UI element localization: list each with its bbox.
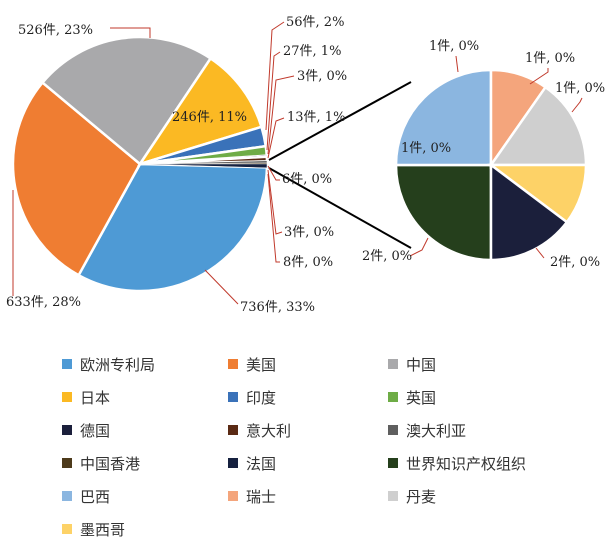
data-label-1: 633件, 28% xyxy=(6,295,81,310)
data-labels: 736件, 33% 633件, 28% 526件, 23% 246件, 11% 56件,… xyxy=(6,15,605,315)
data-label-9: 3件, 0% xyxy=(284,225,334,240)
data-label-7: 13件, 1% xyxy=(287,110,345,125)
secondary-slice-3 xyxy=(488,85,588,167)
main-slice-1 xyxy=(11,80,142,277)
secondary-leader-line-0 xyxy=(409,237,429,257)
data-label-10: 8件, 0% xyxy=(283,255,333,270)
secondary-slice-0 xyxy=(394,163,493,262)
data-label-2: 526件, 23% xyxy=(18,23,93,38)
pie-connector-lines xyxy=(268,81,412,249)
leader-line-4 xyxy=(265,21,285,131)
secondary-slice-1 xyxy=(394,68,493,167)
connector-lower xyxy=(268,167,412,249)
secondary-data-label-0: 2件, 0% xyxy=(362,249,412,264)
data-label-0: 736件, 33% xyxy=(240,300,315,315)
leader-line-5 xyxy=(266,51,281,151)
leader-line-6 xyxy=(267,75,295,155)
leader-line-2 xyxy=(110,27,151,38)
secondary-leader-line-2 xyxy=(455,55,459,73)
data-label-8: 6件, 0% xyxy=(282,172,332,187)
secondary-leader-line-4 xyxy=(571,97,583,113)
secondary-leader-line-3 xyxy=(529,68,549,85)
data-label-5: 27件, 1% xyxy=(283,44,341,59)
secondary-data-label-2: 1件, 0% xyxy=(429,39,479,54)
main-pie xyxy=(11,35,269,293)
main-slice-2 xyxy=(40,35,213,166)
leader-line-10 xyxy=(267,173,280,263)
secondary-data-label-1: 1件, 0% xyxy=(401,141,451,156)
main-slice-0 xyxy=(76,162,269,293)
main-slice-10 xyxy=(139,163,268,169)
leader-line-7 xyxy=(267,117,285,159)
leader-line-0 xyxy=(204,269,239,305)
secondary-leader-line-5 xyxy=(535,247,545,259)
leader-line-9 xyxy=(267,169,283,235)
connector-upper xyxy=(268,81,412,161)
main-slice-3 xyxy=(137,56,264,167)
data-label-6: 3件, 0% xyxy=(297,69,347,84)
secondary-data-label-3: 1件, 0% xyxy=(525,51,575,66)
leader-lines xyxy=(12,21,583,305)
secondary-data-label-4: 1件, 0% xyxy=(555,81,605,96)
data-label-4: 56件, 2% xyxy=(286,15,344,30)
secondary-data-label-5: 2件, 0% xyxy=(550,255,600,270)
leader-line-8 xyxy=(267,165,280,181)
data-label-3: 246件, 11% xyxy=(172,110,247,125)
secondary-pie xyxy=(394,68,588,262)
secondary-slice-5 xyxy=(489,162,569,262)
